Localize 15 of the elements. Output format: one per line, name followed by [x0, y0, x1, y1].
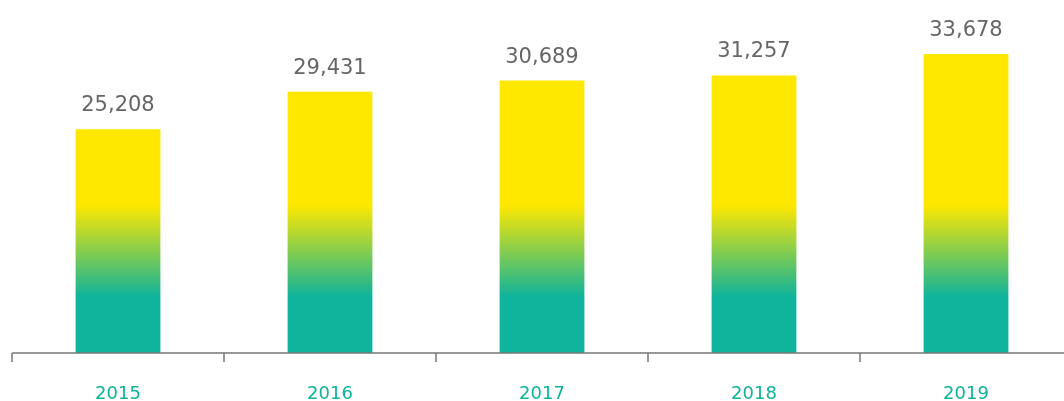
bar	[923, 54, 1009, 353]
bar	[499, 80, 585, 353]
x-tick-label: 2018	[731, 382, 777, 401]
x-tick-label: 2019	[943, 382, 989, 401]
x-tick-label: 2017	[519, 382, 565, 401]
bar	[287, 91, 373, 353]
data-label: 30,689	[505, 43, 579, 68]
data-label: 31,257	[717, 38, 791, 63]
x-tick-label: 2016	[307, 382, 353, 401]
data-label: 33,678	[929, 17, 1003, 41]
data-label: 25,208	[81, 92, 155, 117]
bar	[75, 129, 161, 353]
bar	[711, 75, 797, 353]
data-label: 29,431	[293, 54, 367, 79]
x-tick-label: 2015	[95, 382, 141, 401]
